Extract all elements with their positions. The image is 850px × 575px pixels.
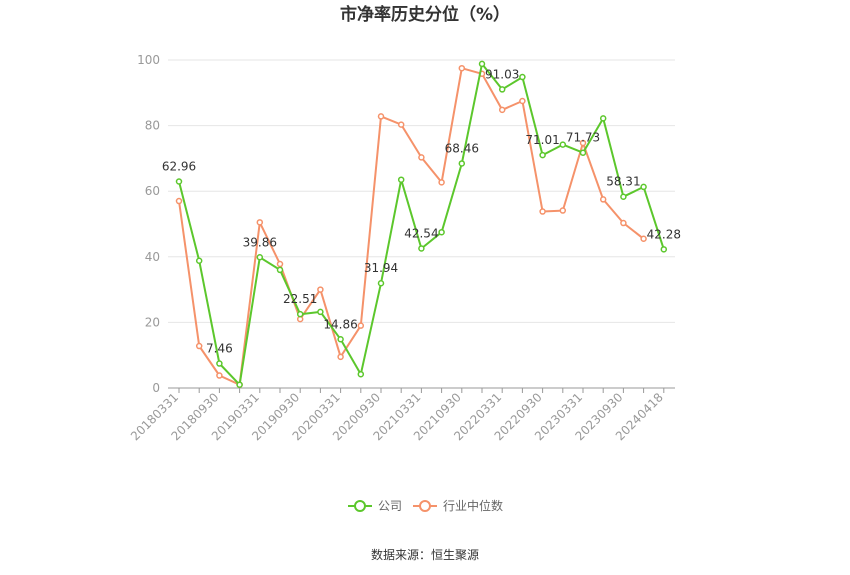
data-point-industry-median <box>559 207 567 214</box>
data-point-company <box>256 254 264 261</box>
data-label: 42.28 <box>647 227 681 241</box>
data-label: 91.03 <box>485 67 519 81</box>
data-label: 71.01 <box>525 133 559 147</box>
data-label: 22.51 <box>283 292 317 306</box>
source-text: 数据来源：恒生聚源 <box>371 547 479 562</box>
data-label: 58.31 <box>606 175 640 189</box>
y-tick-label: 60 <box>145 184 160 198</box>
data-point-industry-median <box>317 286 324 293</box>
legend-marker-company <box>354 500 366 512</box>
data-label: 39.86 <box>243 235 277 249</box>
data-label: 7.46 <box>206 342 233 356</box>
legend-marker-industry-median <box>419 500 431 512</box>
data-point-company <box>579 149 587 156</box>
data-label: 71.73 <box>566 131 600 145</box>
data-point-company <box>519 73 526 81</box>
data-point-industry-median <box>276 260 284 268</box>
chart-title: 市净率历史分位（%） <box>340 4 510 25</box>
data-point-company <box>397 176 405 183</box>
data-point-company <box>438 228 445 236</box>
data-point-company <box>175 178 183 185</box>
data-point-industry-median <box>519 97 526 105</box>
data-point-company <box>458 160 466 167</box>
data-point-company <box>599 115 607 122</box>
data-point-company <box>640 183 647 191</box>
data-labels: 62.96 7.46 39.86 22.51 14.86 31.94 42.54 68.46 9… <box>162 67 681 355</box>
legend-label-industry-median: 行业中位数 <box>443 498 503 513</box>
y-tick-label: 100 <box>137 53 160 67</box>
series-layer <box>175 60 668 388</box>
data-point-company <box>377 279 385 287</box>
data-point-company <box>317 308 324 316</box>
data-label: 31.94 <box>364 261 398 275</box>
grid <box>168 59 675 323</box>
data-point-industry-median <box>418 154 425 161</box>
data-point-industry-median <box>458 64 466 72</box>
data-point-company <box>236 381 243 388</box>
y-axis: 0 20 40 60 80 100 <box>137 53 160 395</box>
data-point-company <box>357 370 365 378</box>
legend-label-company: 公司 <box>378 499 402 513</box>
y-tick-label: 0 <box>152 381 160 395</box>
data-label: 68.46 <box>445 141 479 155</box>
data-point-industry-median <box>357 322 365 329</box>
data-point-company <box>418 245 425 252</box>
data-point-industry-median <box>256 219 264 226</box>
data-label: 62.96 <box>162 159 196 173</box>
data-point-industry-median <box>216 372 223 379</box>
data-point-industry-median <box>640 235 647 243</box>
y-tick-label: 20 <box>145 315 160 329</box>
data-point-industry-median <box>620 219 627 227</box>
data-point-company <box>620 193 627 200</box>
legend[interactable]: 公司 行业中位数 <box>348 498 503 513</box>
legend-item-industry-median[interactable]: 行业中位数 <box>413 498 503 513</box>
data-point-company <box>478 60 486 68</box>
data-point-company <box>337 336 344 343</box>
x-axis: 2018033120180930201903312019093020200331… <box>128 387 675 443</box>
data-point-company <box>539 151 546 159</box>
y-tick-label: 80 <box>145 119 160 133</box>
data-point-industry-median <box>195 342 203 350</box>
legend-item-company[interactable]: 公司 <box>348 499 402 513</box>
data-point-industry-median <box>498 106 506 114</box>
series-line-company <box>178 62 665 386</box>
data-point-industry-median <box>397 121 405 128</box>
data-point-company <box>498 86 506 93</box>
data-point-company <box>296 310 304 318</box>
data-point-industry-median <box>539 208 546 215</box>
data-point-company <box>216 360 223 367</box>
data-label: 42.54 <box>404 226 438 240</box>
data-point-company <box>559 141 567 148</box>
series-line-industry-median <box>178 67 645 386</box>
data-point-industry-median <box>599 196 607 203</box>
data-point-industry-median <box>438 179 445 186</box>
data-point-company <box>660 246 668 253</box>
data-point-industry-median <box>377 113 385 120</box>
data-point-company <box>276 266 284 274</box>
data-point-company <box>195 257 203 264</box>
data-point-industry-median <box>175 197 183 205</box>
data-point-industry-median <box>337 353 344 361</box>
data-label: 14.86 <box>323 317 357 331</box>
data-point-industry-median <box>579 139 587 147</box>
y-tick-label: 40 <box>145 250 160 264</box>
